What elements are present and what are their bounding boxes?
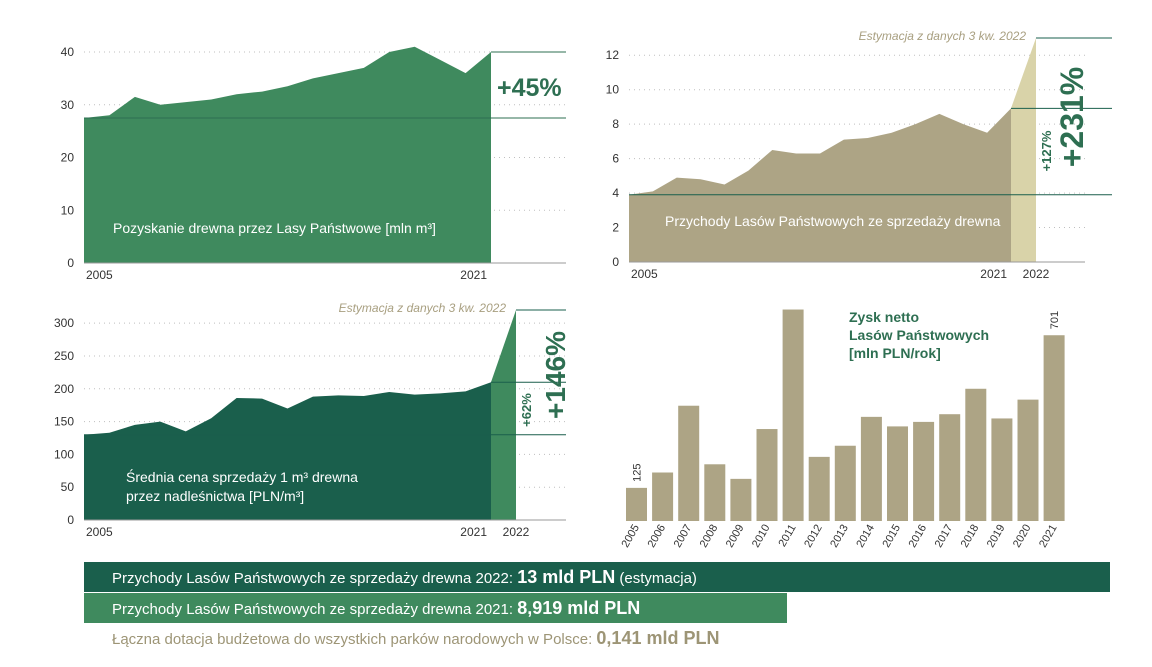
bar bbox=[704, 464, 726, 521]
estimate-note: Estymacja z danych 3 kw. 2022 bbox=[339, 301, 507, 315]
x-tick-label: 2022 bbox=[503, 525, 530, 539]
x-tick-label: 2006 bbox=[646, 523, 669, 550]
change-annotation: +45% bbox=[497, 74, 562, 102]
chart-title: Zysk netto bbox=[849, 309, 919, 325]
summary-value: 8,919 mld PLN bbox=[517, 598, 641, 618]
bar bbox=[1017, 399, 1039, 521]
x-tick-label: 2012 bbox=[802, 523, 825, 550]
chart-title: [mln PLN/rok] bbox=[849, 345, 941, 361]
bar bbox=[939, 414, 961, 521]
change-annotation-small: +127% bbox=[1039, 130, 1054, 171]
data-label: 125 bbox=[632, 464, 644, 482]
y-tick-label: 10 bbox=[606, 83, 620, 97]
y-tick-label: 40 bbox=[61, 45, 75, 59]
x-tick-label: 2014 bbox=[854, 523, 877, 550]
x-tick-label: 2021 bbox=[460, 268, 487, 282]
chart-title: Średnia cena sprzedaży 1 m³ drewna bbox=[126, 468, 358, 485]
data-label: 701 bbox=[1049, 311, 1061, 329]
y-tick-label: 6 bbox=[612, 152, 619, 166]
y-tick-label: 100 bbox=[54, 447, 74, 461]
summary-bar-revenue-2022: Przychody Lasów Państwowych ze sprzedaży… bbox=[84, 562, 1110, 592]
y-tick-label: 0 bbox=[612, 255, 619, 269]
bar bbox=[1043, 335, 1065, 521]
bar bbox=[808, 456, 830, 521]
bar bbox=[652, 472, 674, 521]
y-tick-label: 150 bbox=[54, 415, 74, 429]
x-tick-label: 2021 bbox=[1037, 523, 1060, 550]
x-tick-label: 2013 bbox=[828, 523, 851, 550]
x-tick-label: 2021 bbox=[980, 267, 1007, 281]
change-annotation: +146% bbox=[540, 331, 571, 419]
x-tick-label: 2005 bbox=[619, 523, 642, 550]
area-series bbox=[84, 382, 491, 520]
y-tick-label: 200 bbox=[54, 382, 74, 396]
y-tick-label: 2 bbox=[612, 221, 619, 235]
bar bbox=[626, 487, 647, 521]
chart-title: Pozyskanie drewna przez Lasy Państwowe [… bbox=[113, 220, 436, 236]
x-tick-label: 2011 bbox=[776, 523, 798, 549]
change-annotation: +231% bbox=[1054, 67, 1090, 168]
chart-timber-revenue: 0 2 4 6 8 10 12 2005 2021 2022 Przychody Lasów Pań… bbox=[606, 29, 1112, 281]
chart-title: przez nadleśnictwa [PLN/m³] bbox=[126, 488, 304, 504]
summary-suffix: (estymacja) bbox=[615, 570, 697, 587]
y-tick-label: 10 bbox=[61, 203, 75, 217]
bar bbox=[782, 309, 804, 521]
x-tick-label: 2010 bbox=[750, 523, 773, 550]
summary-bar-revenue-2021: Przychody Lasów Państwowych ze sprzedaży… bbox=[84, 593, 787, 623]
summary-park-subsidy-text: Łączna dotacja budżetowa do wszystkich p… bbox=[112, 624, 719, 652]
summary-label: Przychody Lasów Państwowych ze sprzedaży… bbox=[112, 570, 518, 587]
y-tick-label: 50 bbox=[61, 480, 75, 494]
bar bbox=[887, 426, 908, 521]
y-tick-label: 300 bbox=[54, 316, 74, 330]
chart-title: Przychody Lasów Państwowych ze sprzedaży… bbox=[665, 213, 1001, 229]
area-estimate bbox=[491, 310, 516, 520]
x-tick-label: 2015 bbox=[880, 523, 903, 550]
x-tick-label: 2005 bbox=[86, 525, 113, 539]
change-annotation-small: +62% bbox=[519, 393, 534, 427]
bar bbox=[834, 445, 856, 521]
x-tick-label: 2009 bbox=[724, 523, 747, 550]
x-tick-label: 2018 bbox=[959, 523, 982, 550]
summary-label: Łączna dotacja budżetowa do wszystkich p… bbox=[112, 631, 597, 648]
summary-value: 13 mld PLN bbox=[517, 567, 616, 587]
area-series bbox=[84, 46, 491, 263]
summary-label: Przychody Lasów Państwowych ze sprzedaży… bbox=[112, 601, 518, 618]
area-series bbox=[629, 108, 1011, 262]
x-tick-label: 2007 bbox=[672, 523, 695, 550]
chart-timber-harvest: 0 10 20 30 40 2005 2021 Pozyskanie drewna przez… bbox=[61, 45, 566, 282]
x-tick-label: 2016 bbox=[907, 523, 930, 550]
y-tick-label: 12 bbox=[606, 48, 620, 62]
x-tick-label: 2005 bbox=[86, 268, 113, 282]
x-tick-label: 2017 bbox=[933, 523, 956, 550]
x-tick-label: 2008 bbox=[698, 523, 721, 550]
summary-value: 0,141 mld PLN bbox=[596, 628, 720, 648]
y-tick-label: 20 bbox=[61, 151, 75, 165]
x-tick-label: 2005 bbox=[631, 267, 658, 281]
bar bbox=[756, 429, 778, 521]
y-tick-label: 0 bbox=[67, 513, 74, 527]
x-tick-label: 2019 bbox=[985, 523, 1008, 550]
chart-title: Lasów Państwowych bbox=[849, 327, 989, 343]
bar bbox=[991, 418, 1013, 521]
bar bbox=[860, 416, 882, 521]
estimate-note: Estymacja z danych 3 kw. 2022 bbox=[859, 29, 1027, 43]
y-tick-label: 4 bbox=[612, 186, 619, 200]
x-tick-label: 2020 bbox=[1011, 523, 1034, 550]
area-estimate bbox=[1011, 38, 1036, 262]
chart-average-price: 0 50 100 150 200 250 300 2005 2021 2022 Średnia ce… bbox=[54, 301, 571, 539]
y-tick-label: 0 bbox=[67, 256, 74, 270]
x-tick-label: 2021 bbox=[460, 525, 487, 539]
bar bbox=[678, 405, 700, 521]
y-tick-label: 8 bbox=[612, 117, 619, 131]
x-tick-label: 2022 bbox=[1023, 267, 1050, 281]
bar bbox=[965, 388, 987, 521]
bar bbox=[913, 421, 935, 521]
y-tick-label: 30 bbox=[61, 98, 75, 112]
bar bbox=[730, 478, 752, 521]
y-tick-label: 250 bbox=[54, 349, 74, 363]
